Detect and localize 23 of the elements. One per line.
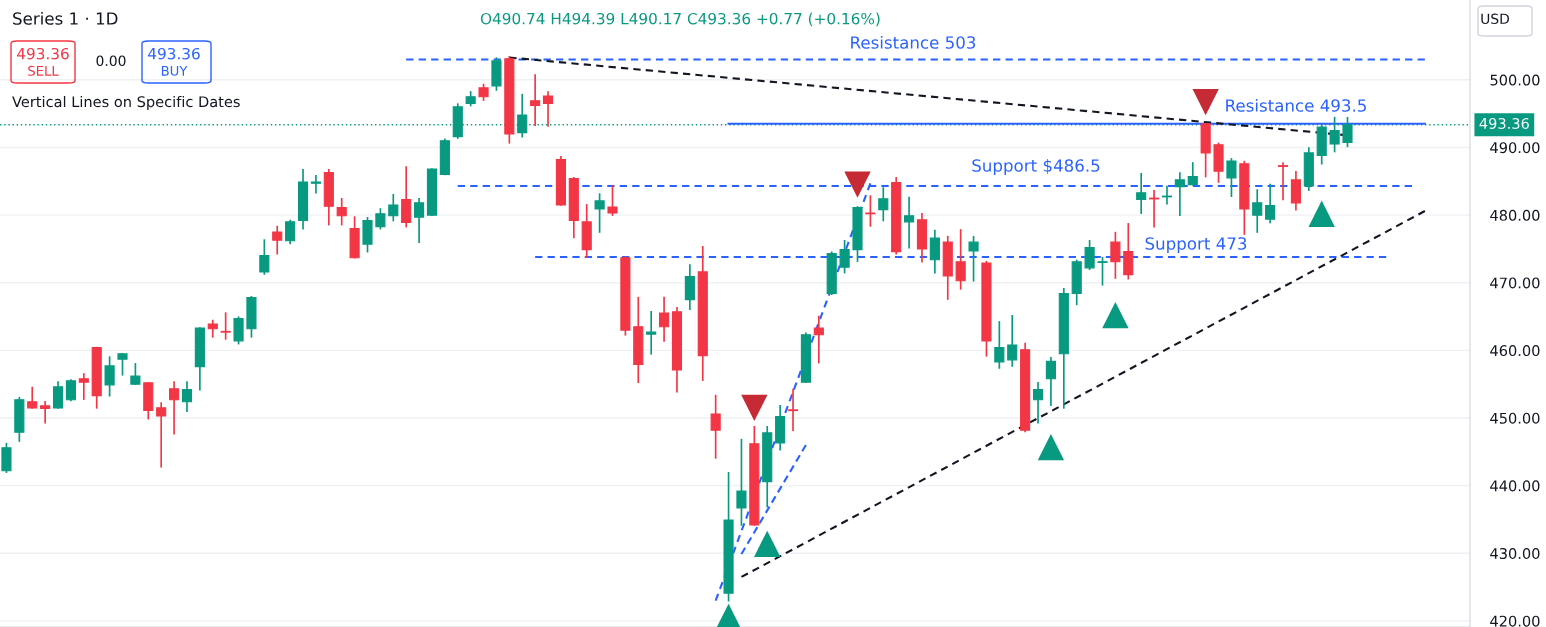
annotation: Vertical Lines on Specific Dates (12, 95, 240, 111)
annotation: 0.00 (96, 55, 126, 67)
text: Series 1 · 1D (13, 11, 118, 25)
y-tick-label: 480.00 (1490, 209, 1540, 221)
annotation: 493.36 (17, 47, 69, 60)
annotation: Support 473 (1145, 237, 1247, 254)
y-tick-label: 450.00 (1490, 412, 1540, 424)
annotation: Resistance 493.5 (1226, 98, 1366, 112)
text: USD (1481, 13, 1510, 25)
annotation: BUY (161, 66, 188, 76)
annotation: Support $486.5 (972, 158, 1100, 176)
y-tick-label: 470.00 (1490, 277, 1540, 289)
y-tick-label: 460.00 (1490, 345, 1540, 357)
y-tick-label: 500.00 (1490, 74, 1540, 86)
y-tick-label: 430.00 (1490, 547, 1540, 560)
ref-line-label: 493.36 (1479, 117, 1529, 129)
annotation: 493.36 (148, 47, 200, 60)
annotation: SELL (28, 65, 59, 76)
annotation: O490.74 H494.39 L490.17 C493.36 +0.77 (+0.16%) (480, 12, 880, 27)
y-tick-label: 420.00 (1490, 615, 1540, 627)
y-tick-label: 490.00 (1490, 142, 1540, 154)
annotation: Resistance 503 (851, 35, 976, 49)
y-tick-label: 440.00 (1490, 480, 1540, 492)
